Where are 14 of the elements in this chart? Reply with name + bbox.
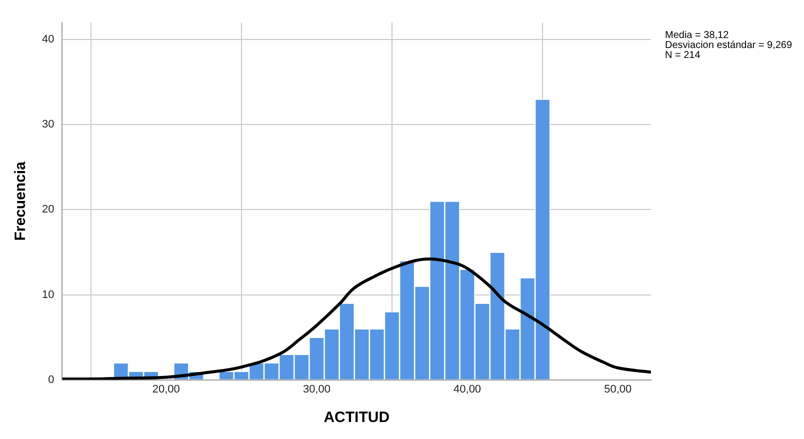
y-tick-label: 0 [48,374,54,386]
text: N = 214 [665,50,701,61]
x-tick-label: 20,00 [152,383,180,396]
x-axis-title: ACTITUD [324,409,390,426]
y-tick-label: 30 [42,118,54,131]
text: Media = 38,12 [665,30,730,41]
y-tick-label: 40 [42,34,54,46]
x-tick-label: 50,00 [604,383,632,396]
text: Desviacion estándar = 9,269 [665,40,792,51]
x-tick-label: 30,00 [302,383,330,396]
y-tick-label: 20 [42,204,54,216]
y-axis-title: Frecuencia [12,160,30,241]
y-tick-label: 10 [42,288,54,301]
x-tick-label: 40,00 [454,383,482,396]
